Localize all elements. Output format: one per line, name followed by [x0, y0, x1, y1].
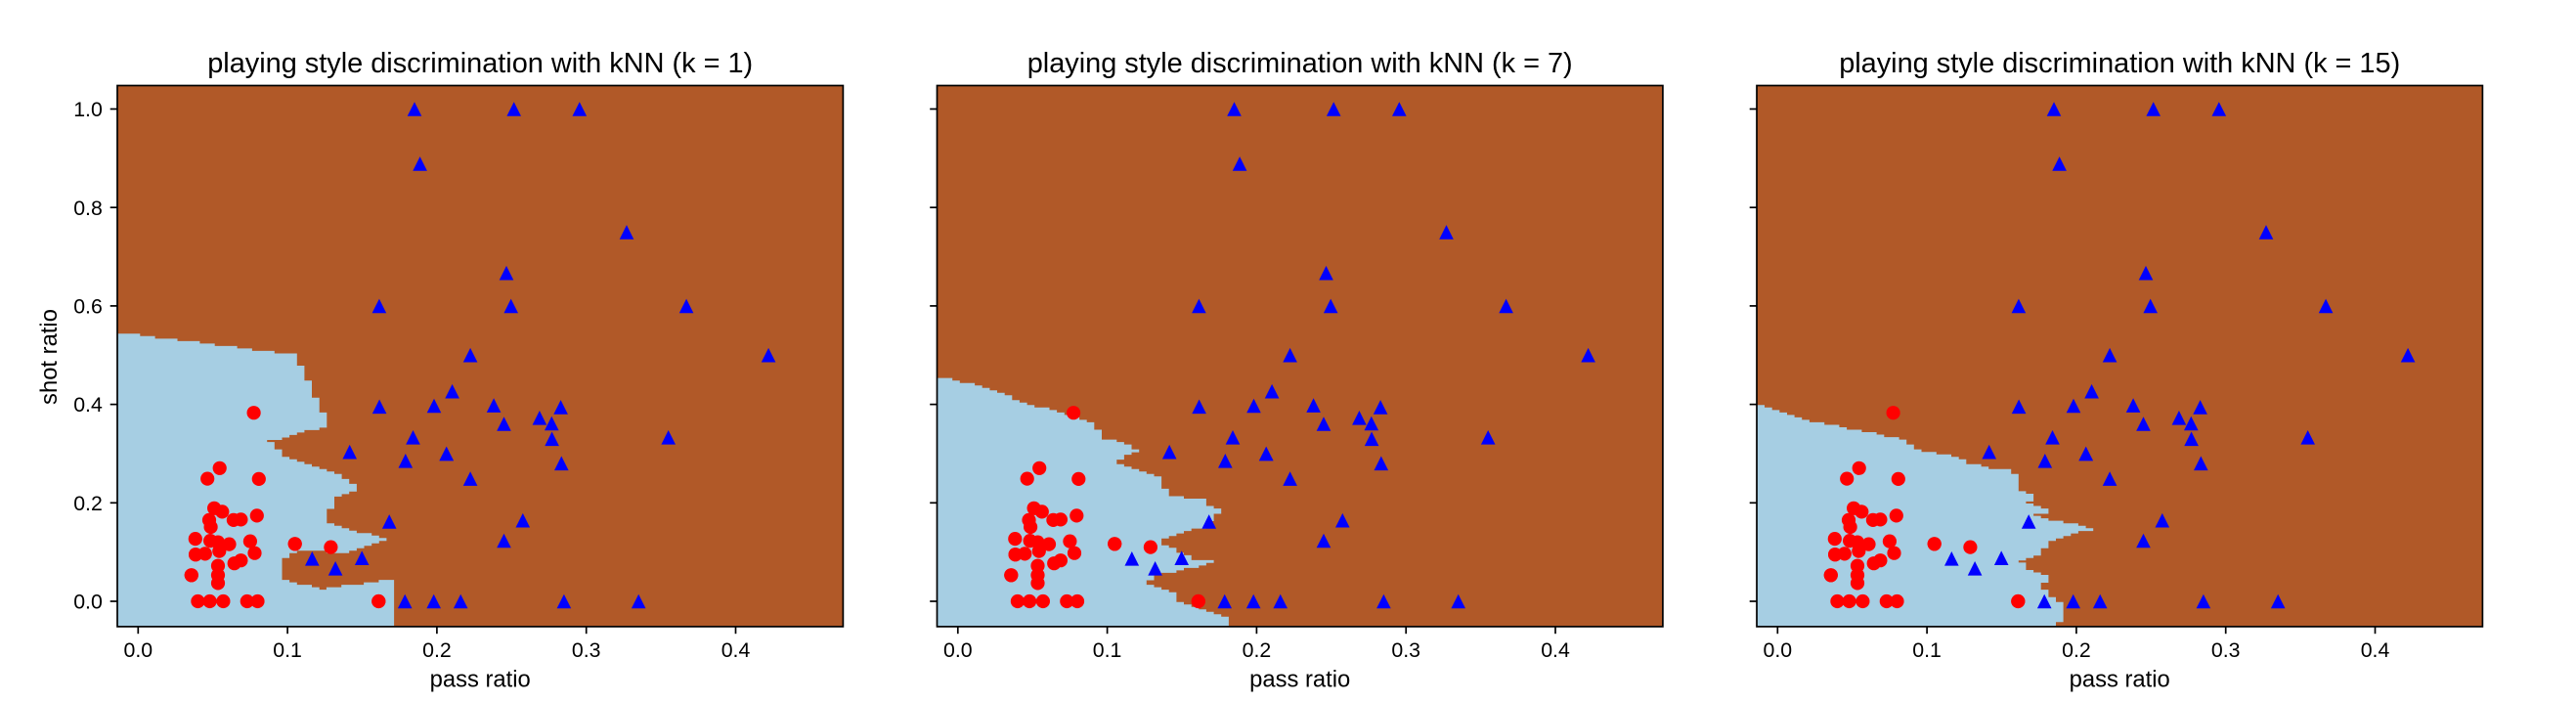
svg-text:0.0: 0.0	[73, 591, 103, 614]
svg-text:shot ratio: shot ratio	[36, 309, 63, 405]
svg-text:0.3: 0.3	[1391, 638, 1420, 662]
svg-text:pass ratio: pass ratio	[2070, 666, 2170, 692]
svg-text:0.2: 0.2	[1243, 638, 1272, 662]
svg-text:0.0: 0.0	[1763, 638, 1792, 662]
svg-text:0.4: 0.4	[721, 638, 751, 662]
svg-text:playing style discrimination w: playing style discrimination with kNN (k…	[1839, 48, 2400, 79]
svg-text:playing style discrimination w: playing style discrimination with kNN (k…	[1027, 48, 1573, 79]
svg-text:0.2: 0.2	[73, 492, 103, 515]
svg-text:0.1: 0.1	[273, 638, 302, 662]
svg-text:0.0: 0.0	[943, 638, 973, 662]
svg-text:0.0: 0.0	[123, 638, 153, 662]
svg-text:pass ratio: pass ratio	[1249, 666, 1350, 692]
svg-text:pass ratio: pass ratio	[430, 666, 531, 692]
svg-text:0.4: 0.4	[73, 393, 103, 417]
svg-text:0.2: 0.2	[422, 638, 452, 662]
svg-text:0.6: 0.6	[73, 295, 103, 319]
svg-text:0.8: 0.8	[73, 197, 103, 220]
svg-text:0.4: 0.4	[1541, 638, 1570, 662]
svg-text:0.4: 0.4	[2361, 638, 2390, 662]
svg-text:0.2: 0.2	[2062, 638, 2091, 662]
svg-text:1.0: 1.0	[73, 98, 103, 121]
svg-text:0.3: 0.3	[572, 638, 601, 662]
svg-text:0.3: 0.3	[2211, 638, 2241, 662]
svg-text:0.1: 0.1	[1912, 638, 1942, 662]
svg-text:0.1: 0.1	[1093, 638, 1122, 662]
svg-text:playing style discrimination w: playing style discrimination with kNN (k…	[207, 48, 753, 79]
